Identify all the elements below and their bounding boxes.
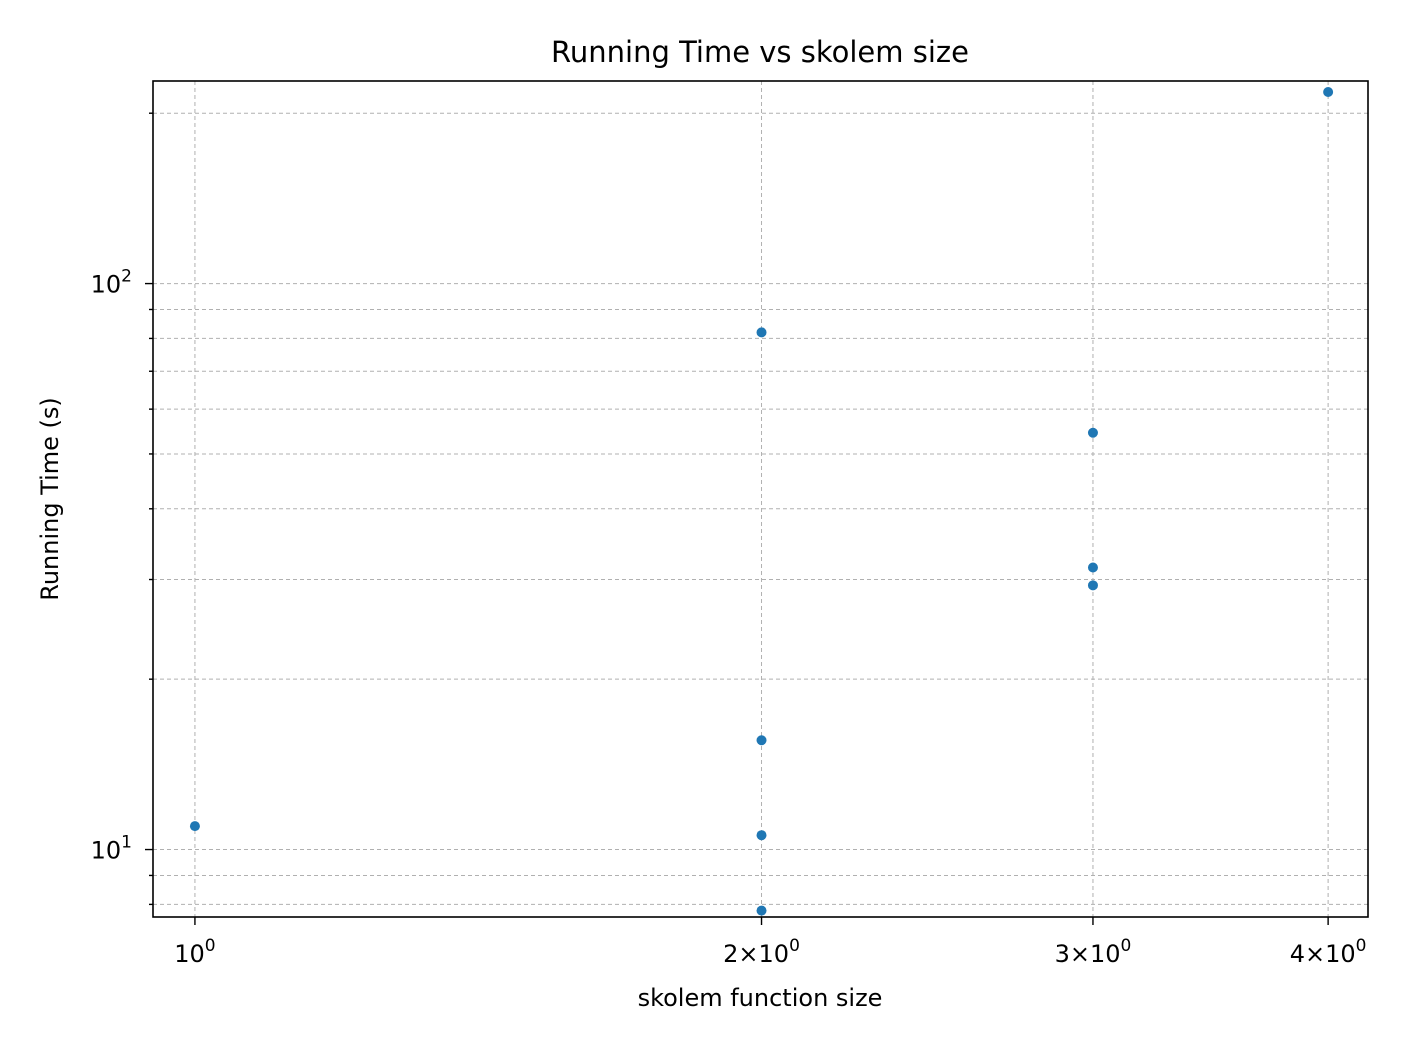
x-tick-label: 100: [174, 936, 215, 968]
tick-labels-layer: 100 2×100 3×100 4×100 101 102: [91, 267, 1367, 968]
y-axis-label: Running Time (s): [36, 397, 64, 601]
x-axis-label: skolem function size: [638, 984, 883, 1012]
scatter-point: [1087, 580, 1098, 591]
scatter-point: [1323, 87, 1334, 98]
scatter-point: [189, 821, 200, 832]
chart-title: Running Time vs skolem size: [551, 35, 969, 69]
scatter-point: [1087, 562, 1098, 573]
plot-area: [153, 81, 1368, 917]
y-tick-label: 102: [91, 267, 132, 299]
scatter-point: [1087, 427, 1098, 438]
scatter-point: [756, 830, 767, 841]
scatter-point: [756, 327, 767, 338]
points-layer: [189, 87, 1334, 916]
x-tick-label: 4×100: [1290, 936, 1367, 968]
grid-layer: [153, 81, 1368, 917]
axes-frame: [152, 80, 1369, 918]
y-tick-label: 101: [91, 833, 132, 865]
x-tick-label: 3×100: [1055, 936, 1132, 968]
x-tick-label: 2×100: [723, 936, 800, 968]
scatter-point: [756, 905, 767, 916]
ticks-layer: [145, 112, 1329, 925]
scatter-point: [756, 735, 767, 746]
